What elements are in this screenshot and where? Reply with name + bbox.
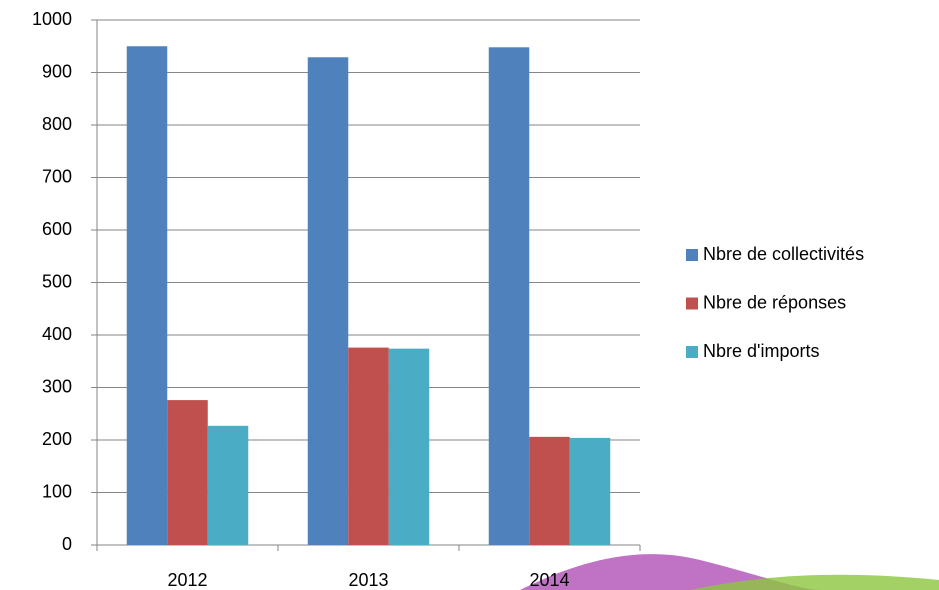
- bar: [308, 57, 349, 545]
- legend-swatch: [686, 346, 698, 358]
- y-tick-label: 500: [42, 271, 72, 291]
- y-tick-label: 1000: [32, 9, 72, 29]
- x-tick-label: 2014: [529, 570, 569, 590]
- legend-label: Nbre de collectivités: [703, 244, 864, 264]
- bar: [489, 47, 530, 545]
- y-tick-label: 900: [42, 61, 72, 81]
- x-tick-label: 2012: [167, 570, 207, 590]
- y-tick-label: 600: [42, 219, 72, 239]
- bar: [389, 349, 430, 545]
- bar: [529, 437, 570, 545]
- legend-swatch: [686, 298, 698, 310]
- y-tick-label: 0: [62, 534, 72, 554]
- x-tick-label: 2013: [348, 570, 388, 590]
- bar: [127, 46, 168, 545]
- y-tick-label: 800: [42, 114, 72, 134]
- page: 0 100 200 300 400 500 600 700 800 900 1000 2012 2013…: [0, 0, 939, 590]
- bar: [348, 348, 389, 545]
- bar: [167, 400, 208, 545]
- chart: 0 100 200 300 400 500 600 700 800 900 1000 2012 2013…: [0, 0, 939, 590]
- y-tick-label: 300: [42, 376, 72, 396]
- y-tick-label: 400: [42, 324, 72, 344]
- legend-swatch: [686, 249, 698, 261]
- bar: [570, 438, 611, 545]
- bar: [208, 426, 249, 545]
- y-tick-label: 200: [42, 429, 72, 449]
- y-tick-label: 700: [42, 166, 72, 186]
- legend-label: Nbre de réponses: [703, 292, 846, 312]
- legend-label: Nbre d'imports: [703, 341, 819, 361]
- y-tick-label: 100: [42, 481, 72, 501]
